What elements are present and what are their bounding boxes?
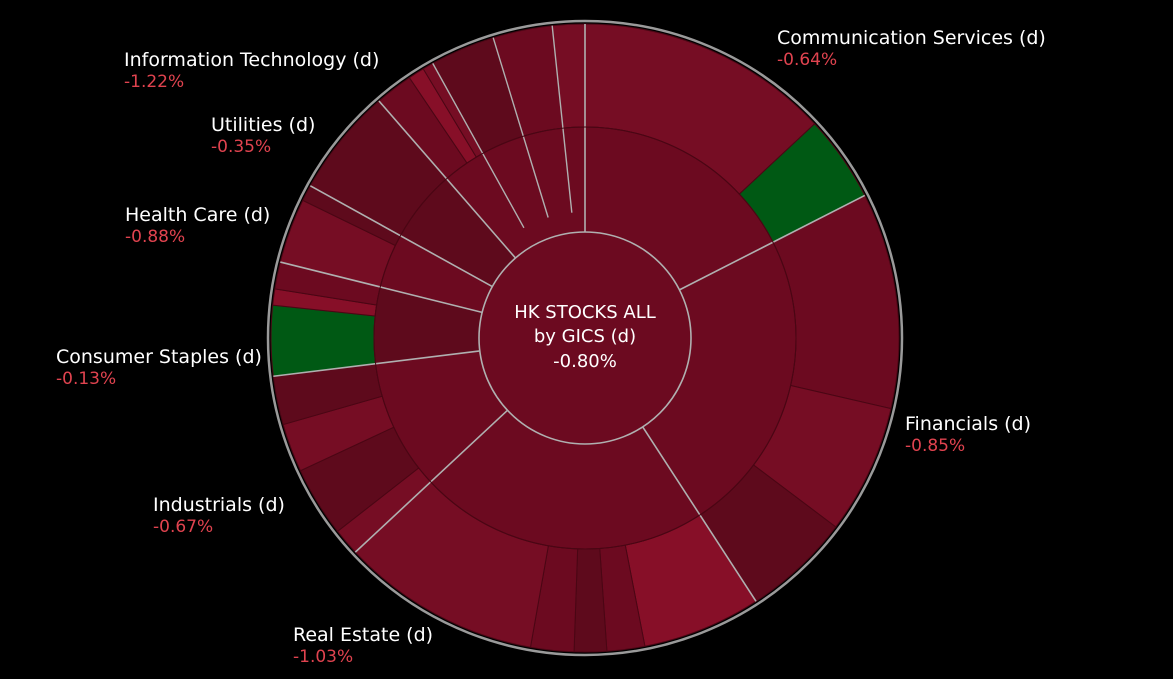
- sector-label-name: Utilities (d): [211, 114, 315, 136]
- chart-rim: [266, 19, 904, 657]
- center-circle: HK STOCKS ALL by GICS (d) -0.80%: [478, 231, 692, 445]
- sector-label-name: Consumer Staples (d): [56, 346, 262, 368]
- sector-divider: [679, 194, 866, 291]
- sector-divider: [273, 350, 480, 378]
- sector-label-name: Industrials (d): [153, 494, 285, 516]
- sector-divider: [309, 185, 493, 288]
- sector-divider: [378, 100, 517, 259]
- center-title-line1: HK STOCKS ALL: [514, 302, 656, 323]
- sector-label-value: -0.35%: [211, 137, 271, 157]
- sector-label-name: Communication Services (d): [777, 27, 1046, 49]
- sector-label-name: Information Technology (d): [124, 49, 379, 71]
- sector-label-name: Financials (d): [905, 413, 1031, 435]
- sector-divider: [280, 261, 483, 314]
- sector-label-value: -0.13%: [56, 369, 116, 389]
- sector-divider: [642, 426, 757, 602]
- sector-label-name: Health Care (d): [125, 204, 270, 226]
- sector-label-value: -0.88%: [125, 227, 185, 247]
- subsector-divider: [432, 63, 525, 229]
- sector-label-value: -1.03%: [293, 647, 353, 667]
- sector-labels: Communication Services (d)-0.64% Financia…: [56, 27, 1046, 667]
- ring-boundary: [373, 126, 797, 550]
- sector-label-value: -0.67%: [153, 517, 213, 537]
- sector-label-value: -0.85%: [905, 436, 965, 456]
- sector-ring: [273, 24, 866, 602]
- subsector-divider: [492, 37, 549, 218]
- center-value: -0.80%: [553, 351, 617, 372]
- center-title-line2: by GICS (d): [534, 326, 636, 347]
- sector-label-name: Real Estate (d): [293, 624, 433, 646]
- subsector-divider: [551, 25, 573, 213]
- sector-label-value: -0.64%: [777, 50, 837, 70]
- outer-ring: [270, 23, 900, 653]
- sector-label-value: -1.22%: [124, 72, 184, 92]
- center-disc: [478, 231, 692, 445]
- sector-divider: [354, 409, 509, 553]
